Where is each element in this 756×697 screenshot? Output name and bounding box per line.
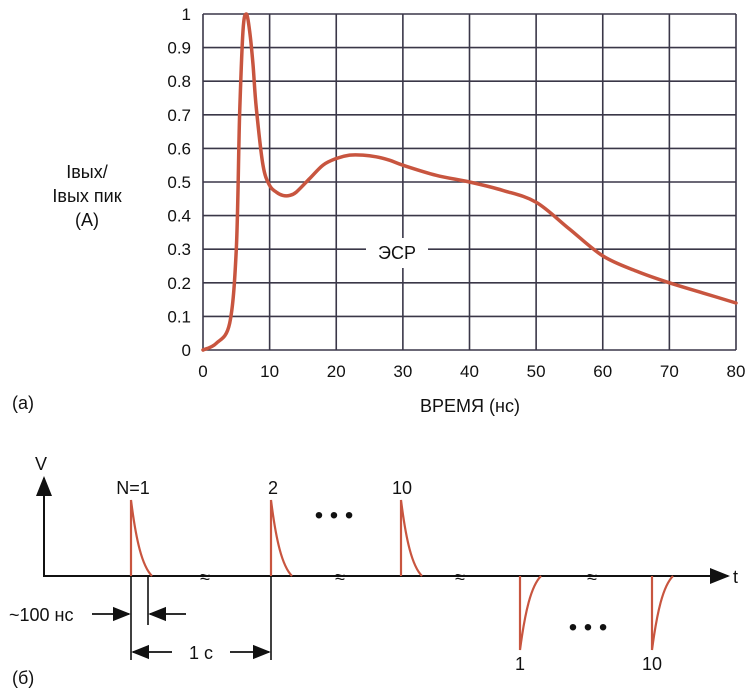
- x-axis-label: ВРЕМЯ (нс): [420, 396, 520, 416]
- pulse-positive-10: [399, 499, 423, 577]
- y-tick-label: 0.4: [167, 207, 191, 226]
- axis-break-2: ≈: [335, 567, 345, 587]
- axis-break-1: ≈: [200, 567, 210, 587]
- axis-break-3: ≈: [455, 567, 465, 587]
- y-tick-label: 0.1: [167, 307, 191, 326]
- pulse-positive-1: [129, 499, 153, 577]
- y-tick-label: 0.3: [167, 240, 191, 259]
- y-tick-label: 0.7: [167, 106, 191, 125]
- panel-label-b: (б): [12, 668, 34, 688]
- pulse-negative-10: [650, 575, 674, 651]
- x-tick-label: 20: [327, 362, 346, 381]
- y-tick-label: 0.8: [167, 72, 191, 91]
- y-tick-label: 0.5: [167, 173, 191, 192]
- y-tick-label: 0.2: [167, 274, 191, 293]
- y-tick-label: 0.6: [167, 139, 191, 158]
- y-axis-label-line-1: Iвых/: [66, 162, 108, 182]
- x-tick-label: 60: [593, 362, 612, 381]
- pulse-width-label: ~100 нс: [9, 605, 74, 625]
- y-tick-labels: 0 0.1 0.2 0.3 0.4 0.5 0.6 0.7 0.8 0.9 1: [167, 5, 191, 360]
- y-tick-label: 0: [182, 341, 191, 360]
- x-tick-label: 0: [198, 362, 207, 381]
- panel-label-a: (a): [12, 393, 34, 413]
- y-axis-label-line-3: (A): [75, 210, 99, 230]
- x-tick-label: 70: [660, 362, 679, 381]
- y-tick-label: 1: [182, 5, 191, 24]
- x-tick-label: 80: [727, 362, 746, 381]
- panel-b: V t ≈ ≈ ≈ ≈ N=1 2 10 1 10 • • • • • • ~1…: [9, 454, 738, 688]
- series-line-current: [201, 12, 738, 352]
- panel-a: 0 0.1 0.2 0.3 0.4 0.5 0.6 0.7 0.8 0.9 1 0 10 20 30 40 5…: [12, 5, 745, 416]
- ellipsis-bottom: • • •: [569, 614, 608, 641]
- ellipsis-top: • • •: [315, 502, 354, 529]
- t-axis-label: t: [733, 567, 738, 587]
- period-label: 1 с: [189, 643, 213, 663]
- y-tick-label: 0.9: [167, 39, 191, 58]
- pulse-label-neg-1: 1: [515, 654, 525, 674]
- pulse-positive-2: [269, 499, 293, 577]
- annotation-esr: ЭСР: [378, 243, 416, 263]
- x-tick-label: 10: [260, 362, 279, 381]
- pulse-negative-1: [518, 575, 542, 651]
- x-tick-label: 30: [393, 362, 412, 381]
- pulse-label-neg-10: 10: [642, 654, 662, 674]
- x-tick-label: 40: [460, 362, 479, 381]
- pulse-label-10: 10: [392, 478, 412, 498]
- x-tick-label: 50: [527, 362, 546, 381]
- pulse-label-n1: N=1: [116, 478, 150, 498]
- pulse-label-2: 2: [268, 478, 278, 498]
- annotation-background: [366, 238, 428, 268]
- y-axis-label-line-2: Iвых пик: [52, 186, 121, 206]
- x-tick-labels: 0 10 20 30 40 50 60 70 80: [198, 362, 745, 381]
- axis-break-4: ≈: [587, 567, 597, 587]
- v-axis-label: V: [35, 454, 47, 474]
